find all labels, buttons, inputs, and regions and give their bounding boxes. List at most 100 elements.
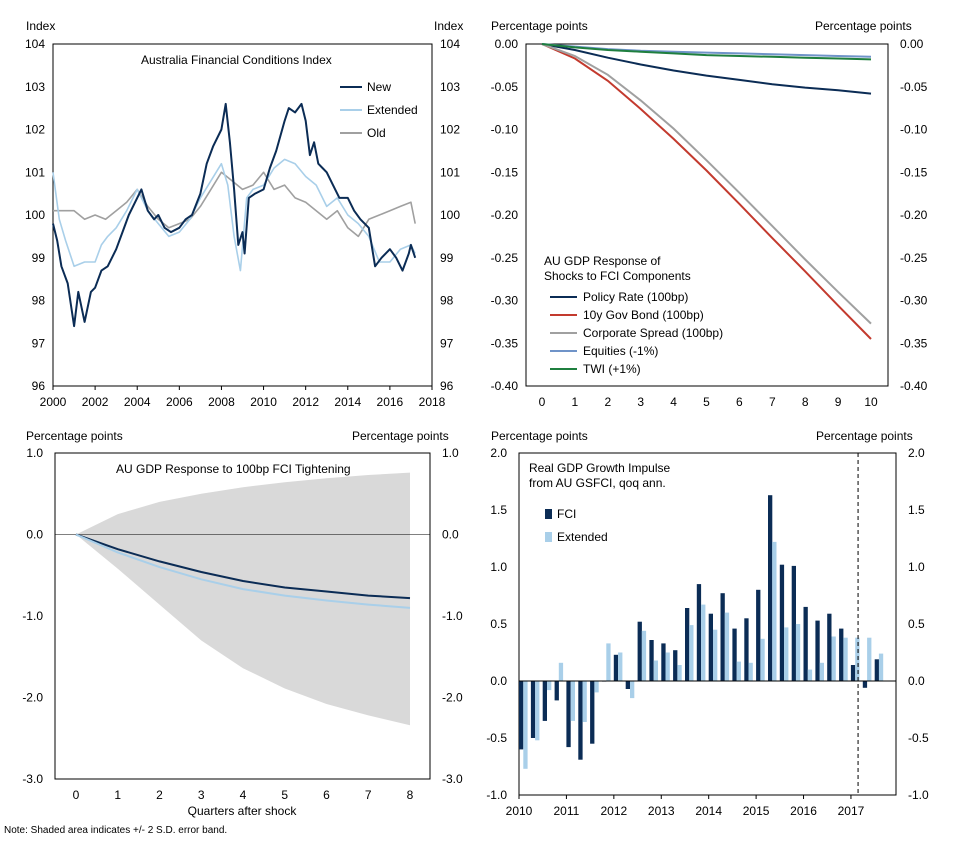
components-xtick: 1 [572,395,579,409]
impulse-bar-fci [673,650,678,681]
components-yticks-left: -0.40 -0.35 -0.30 -0.25 -0.20 -0.15 -0.10 -0.05… [491,37,519,393]
impulse-bar-fci [566,681,571,748]
components-plot-frame [525,43,889,387]
legend-label-old: Old [367,126,386,140]
components-ytick-right: -0.15 [900,165,928,179]
impulse-bar-extended [724,612,730,681]
impulse-bar-extended [843,637,848,681]
impulse-bar-fci [578,681,583,760]
fci-ytick-right: 101 [440,165,460,179]
fci-ytick-right: 102 [440,123,460,137]
fci-ytick-right: 99 [440,251,454,265]
fci-ytick-right: 100 [440,208,460,222]
tightening-xtick: 3 [198,788,205,802]
fci-ytick-left: 100 [25,208,45,222]
fci-line-new [52,102,417,328]
impulse-xtick: 2010 [506,804,533,818]
impulse-bar-fci [756,589,761,681]
fci-ytick-right: 97 [440,336,454,350]
legend-swatch-extended-bar [545,532,552,542]
impulse-bar-fci [625,681,630,689]
impulse-bar-extended [641,630,647,681]
fci-xticks: 2000 2002 2004 2006 2008 2010 2012 2014 2016 2018 [40,386,446,409]
legend-label-extended: Extended [367,103,418,117]
fci-ytick-left: 101 [25,165,45,179]
impulse-xtick: 2014 [695,804,722,818]
impulse-bar-fci [744,618,749,681]
impulse-ytick-right: -0.5 [908,731,929,745]
impulse-bar-fci [542,681,547,721]
components-xtick: 4 [670,395,677,409]
fci-ytick-left: 96 [32,379,46,393]
fci-xtick: 2014 [334,395,361,409]
impulse-bars [519,495,884,769]
impulse-ytick-right: 1.5 [908,503,925,517]
fci-ytick-right: 103 [440,80,460,94]
components-ytick-left: -0.20 [491,208,519,222]
impulse-bar-fci [779,564,785,681]
tightening-ytick-left: 0.0 [26,528,43,542]
components-xtick: 5 [703,395,710,409]
components-ytick-right: 0.00 [900,37,924,51]
fci-line-extended [52,158,416,272]
legend-label-new: New [367,80,391,94]
components-ytick-left: -0.25 [491,251,519,265]
impulse-bar-extended [867,637,872,681]
impulse-xtick: 2011 [554,804,580,818]
fci-ytick-right: 98 [440,294,454,308]
impulse-bar-extended [748,662,753,681]
components-ylabel-left: Percentage points [491,19,588,33]
impulse-bar-extended [558,662,564,681]
legend-label-gov-bond: 10y Gov Bond (100bp) [583,308,704,322]
impulse-bar-extended [701,604,706,681]
fci-xtick: 2016 [377,395,404,409]
impulse-yticks-left: -1.0 -0.5 0.0 0.5 1.0 1.5 2.0 [486,446,507,802]
tightening-ytick-right: -2.0 [442,691,463,705]
impulse-bar-fci [554,681,559,701]
tightening-ytick-right: -3.0 [442,772,463,786]
components-line-2 [541,43,872,325]
fci-ytick-left: 103 [25,80,45,94]
impulse-bar-fci [519,681,524,750]
tightening-ytick-left: 1.0 [26,446,43,460]
legend-label-policy-rate: Policy Rate (100bp) [583,290,688,304]
tightening-xtick: 7 [365,788,372,802]
components-subtitle: Shocks to FCI Components [544,269,691,283]
impulse-xtick: 2015 [743,804,770,818]
fci-xtick: 2010 [250,395,277,409]
legend-label-fci: FCI [557,507,576,521]
tightening-ytick-right: -1.0 [442,609,463,623]
impulse-ylabel-left: Percentage points [491,429,588,443]
impulse-ytick-right: 2.0 [908,446,925,460]
impulse-bar-fci [815,620,820,681]
impulse-bar-fci [839,628,844,681]
fci-panel: Index Index Australia Financial Conditio… [25,19,463,409]
tightening-xtick: 0 [73,788,80,802]
legend-label-twi: TWI (+1%) [583,362,641,376]
impulse-ytick-left: 2.0 [490,446,507,460]
fci-xtick: 2006 [166,395,193,409]
components-xticks: 0 1 2 3 4 5 6 7 8 9 10 [539,395,878,409]
tightening-ytick-left: -3.0 [22,772,43,786]
tightening-line-fci [75,533,411,600]
tightening-line-extended [75,533,411,609]
impulse-bar-fci [827,613,832,681]
impulse-bar-extended [878,653,884,681]
impulse-bar-extended [807,669,813,681]
components-xtick: 7 [769,395,776,409]
fci-title: Australia Financial Conditions Index [141,53,332,67]
impulse-bar-fci [732,628,737,681]
components-xtick: 9 [835,395,842,409]
components-xtick: 2 [604,395,611,409]
impulse-bar-fci [590,681,595,744]
tightening-ylabel-left: Percentage points [26,429,123,443]
impulse-bar-extended [831,636,836,681]
components-yticks-right: -0.40 -0.35 -0.30 -0.25 -0.20 -0.15 -0.10 -0.05… [900,37,928,393]
tightening-series-lines [75,533,411,609]
fci-xtick: 2012 [292,395,319,409]
impulse-ytick-left: 1.5 [490,503,507,517]
impulse-bar-extended [653,660,658,681]
tightening-title: AU GDP Response to 100bp FCI Tightening [116,462,351,476]
error-band [76,472,410,726]
